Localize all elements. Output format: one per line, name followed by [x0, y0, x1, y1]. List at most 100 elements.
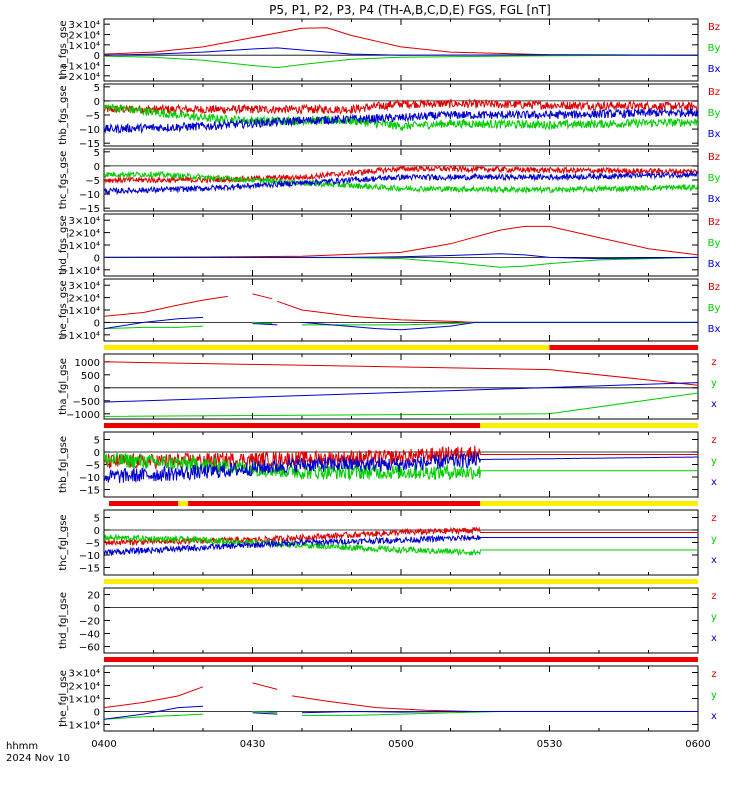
y-tick-label: 2×10⁴	[69, 229, 100, 240]
y-tick-label: 0	[94, 604, 100, 615]
quality-bar-segment	[188, 501, 481, 506]
panel-thc_fgl_gse: 50 −5−10 −15 thc_fgl_gse zyx	[58, 501, 717, 576]
panel-thb_fgs_gse: 5 0 −5 −10 −15 thb_fgs_gse Bz By Bx	[58, 83, 720, 150]
series-group	[104, 445, 698, 483]
series-line-Bz	[104, 295, 228, 317]
series-group	[104, 293, 698, 331]
y-tick-label: −20	[79, 617, 100, 628]
legend-entry: By	[708, 173, 721, 184]
series-line-y	[104, 713, 204, 720]
panel-ylabel: thd_fgs_gse	[58, 215, 69, 274]
quality-bar-segment	[480, 423, 698, 428]
y-tick-label: 3×10⁴	[69, 669, 100, 680]
y-tick-label: −1000	[66, 410, 100, 421]
date-label: 2024 Nov 10	[6, 753, 70, 764]
y-tick-label: 2×10⁴	[69, 31, 100, 42]
series-line-Bz	[104, 164, 698, 184]
series-line-Bz	[277, 300, 476, 323]
y-tick-label: 500	[81, 371, 100, 382]
series-line-x	[301, 710, 698, 714]
y-tick-label: 1×10⁴	[69, 241, 100, 252]
series-line-Bx	[104, 316, 204, 330]
y-tick-label: −60	[79, 643, 100, 654]
panel-ylabel: thd_fgl_gse	[58, 592, 69, 649]
y-tick-label: 1×10⁴	[69, 695, 100, 706]
series-line-By	[104, 325, 204, 330]
panel-ylabel: the_fgs_gse	[58, 280, 69, 339]
y-tick-label: −10	[79, 473, 100, 484]
legend-entry: x	[711, 399, 717, 410]
y-tick-label: −1×10⁴	[60, 331, 100, 342]
legend-entry: y	[711, 456, 717, 467]
series-line-By	[104, 170, 698, 195]
y-tick-label: 3×10⁴	[69, 20, 100, 31]
x-tick-label: 0400	[91, 739, 116, 750]
series-line-x	[104, 452, 698, 483]
legend-entry: By	[708, 43, 721, 54]
series-line-Bx	[104, 47, 698, 56]
panel-frame	[103, 587, 699, 654]
y-tick-label: −1×10⁴	[60, 62, 100, 73]
panel-frame	[103, 213, 699, 277]
y-tick-label: 0	[94, 318, 100, 329]
y-tick-label: 0	[94, 708, 100, 719]
series-line-z	[104, 526, 698, 547]
quality-bar-segment	[104, 345, 550, 350]
panel-ylabel: tha_fgl_gse	[58, 358, 69, 415]
panel-frame	[103, 18, 699, 82]
series-line-Bx	[104, 170, 698, 196]
series-line-Bz	[104, 225, 698, 258]
series-line-By	[252, 321, 273, 325]
legend-entry: Bz	[708, 152, 720, 163]
y-tick-label: 20	[87, 591, 100, 602]
y-tick-label: 5	[94, 436, 100, 447]
plot-title: P5, P1, P2, P3, P4 (TH-A,B,C,D,E) FGS, F…	[269, 3, 551, 17]
time-axis: 0400 0430 0500 0530 0600	[91, 739, 710, 750]
panel-frame	[103, 148, 699, 212]
y-tick-label: −5	[85, 111, 100, 122]
legend-entry: z	[711, 357, 716, 368]
series-line-Bx	[301, 321, 698, 331]
panel-ylabel: thc_fgs_gse	[58, 151, 69, 210]
panel-ylabel: thb_fgl_gse	[58, 436, 69, 493]
series-line-y	[104, 392, 698, 417]
legend-entry: By	[708, 303, 721, 314]
series-line-z	[252, 682, 278, 690]
y-tick-label: −15	[79, 139, 100, 150]
series-line-By	[104, 102, 698, 132]
y-tick-label: −10	[79, 125, 100, 136]
y-tick-label: 0	[94, 526, 100, 537]
quality-bar-segment	[104, 423, 481, 428]
series-line-Bz	[104, 27, 698, 56]
y-tick-label: −10	[79, 190, 100, 201]
legend-entry: By	[708, 238, 721, 249]
y-tick-label: −10	[79, 551, 100, 562]
quality-bar-segment	[104, 657, 698, 662]
y-tick-label: −5	[85, 539, 100, 550]
legend-entry: x	[711, 477, 717, 488]
y-tick-label: 1×10⁴	[69, 306, 100, 317]
quality-bar-segment	[178, 501, 189, 506]
legend-entry: y	[711, 612, 717, 623]
y-tick-label: 0	[94, 97, 100, 108]
series-group	[104, 682, 698, 720]
x-tick-label: 0500	[388, 739, 413, 750]
panel-thb_fgl_gse: 50 −5−10 −15 thb_fgl_gse zyx	[58, 423, 717, 498]
y-tick-label: −1×10⁴	[60, 721, 100, 732]
legend-entry: Bz	[708, 217, 720, 228]
y-tick-label: −15	[79, 204, 100, 215]
series-line-Bz	[104, 98, 698, 116]
legend-entry: By	[708, 108, 721, 119]
y-tick-label: 0	[94, 253, 100, 264]
y-tick-label: 3×10⁴	[69, 281, 100, 292]
y-tick-label: 5	[94, 514, 100, 525]
legend-entry: x	[711, 711, 717, 722]
legend-entry: x	[711, 555, 717, 566]
panel-frame	[103, 665, 699, 732]
series-line-x	[104, 705, 204, 720]
series-line-Bx	[104, 253, 698, 260]
